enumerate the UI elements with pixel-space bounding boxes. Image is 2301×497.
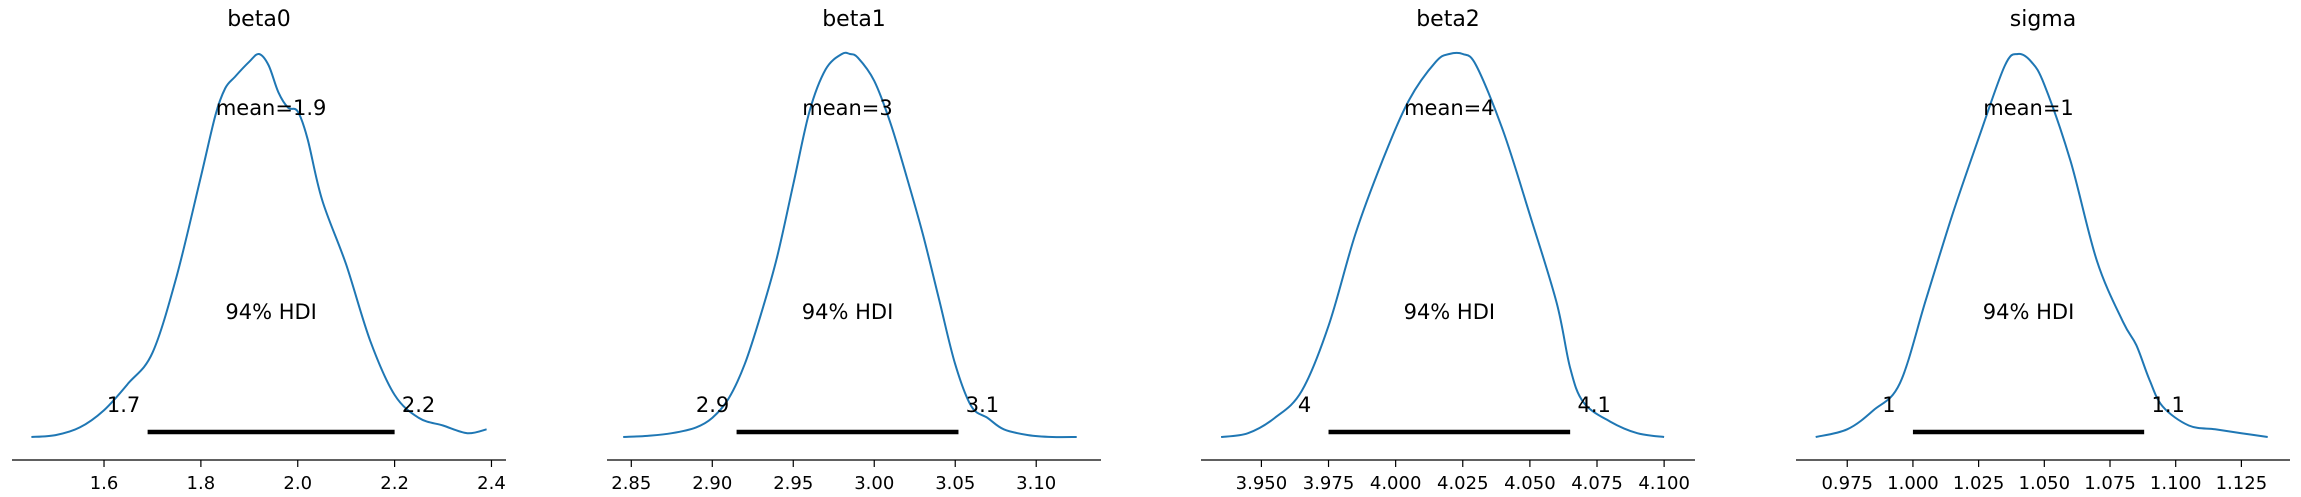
density-line — [1220, 51, 1665, 438]
x-tick-label: 2.95 — [773, 473, 813, 494]
x-tick-label: 4.025 — [1437, 473, 1489, 494]
chart-title: sigma — [2010, 7, 2076, 32]
hdi-label: 94% HDI — [225, 300, 317, 324]
hdi-label: 94% HDI — [1404, 300, 1496, 324]
x-tick-label: 1.6 — [90, 473, 119, 494]
x-tick-label: 3.00 — [854, 473, 894, 494]
mean-label: mean=4 — [1404, 96, 1495, 120]
hdi-high-label: 2.2 — [402, 393, 435, 417]
x-tick-label: 3.05 — [935, 473, 975, 494]
hdi-low-label: 4 — [1298, 393, 1311, 417]
x-tick-label: 4.075 — [1571, 473, 1623, 494]
hdi-low-label: 2.9 — [696, 393, 729, 417]
x-tick-label: 1.8 — [187, 473, 216, 494]
hdi-high-label: 3.1 — [966, 393, 999, 417]
chart-title: beta2 — [1416, 7, 1480, 32]
hdi-label: 94% HDI — [802, 300, 894, 324]
x-tick-label: 2.0 — [283, 473, 312, 494]
x-tick-label: 3.950 — [1236, 473, 1288, 494]
x-tick-label: 3.975 — [1303, 473, 1355, 494]
x-tick-label: 3.10 — [1016, 473, 1056, 494]
hdi-high-label: 4.1 — [1577, 393, 1610, 417]
x-tick-label: 1.000 — [1887, 473, 1939, 494]
x-tick-label: 4.100 — [1638, 473, 1690, 494]
x-tick-label: 4.050 — [1504, 473, 1556, 494]
density-line — [623, 51, 1077, 439]
density-line — [31, 52, 487, 438]
x-tick-label: 2.4 — [477, 473, 506, 494]
x-tick-label: 2.85 — [611, 473, 651, 494]
hdi-low-label: 1 — [1882, 393, 1895, 417]
x-tick-label: 1.050 — [2019, 473, 2071, 494]
x-tick-label: 1.025 — [1953, 473, 2005, 494]
mean-label: mean=1.9 — [216, 96, 327, 120]
hdi-low-label: 1.7 — [107, 393, 140, 417]
hdi-label: 94% HDI — [1983, 300, 2075, 324]
hdi-high-label: 1.1 — [2151, 393, 2184, 417]
mean-label: mean=3 — [802, 96, 893, 120]
x-tick-label: 1.075 — [2084, 473, 2136, 494]
x-tick-label: 4.000 — [1370, 473, 1422, 494]
x-tick-label: 2.2 — [380, 473, 409, 494]
density-line — [1815, 52, 2268, 438]
x-tick-label: 0.975 — [1821, 473, 1873, 494]
x-tick-label: 1.125 — [2216, 473, 2268, 494]
x-tick-label: 1.100 — [2150, 473, 2202, 494]
chart-title: beta1 — [822, 7, 886, 32]
mean-label: mean=1 — [1983, 96, 2074, 120]
chart-title: beta0 — [227, 7, 291, 32]
x-tick-label: 2.90 — [692, 473, 732, 494]
